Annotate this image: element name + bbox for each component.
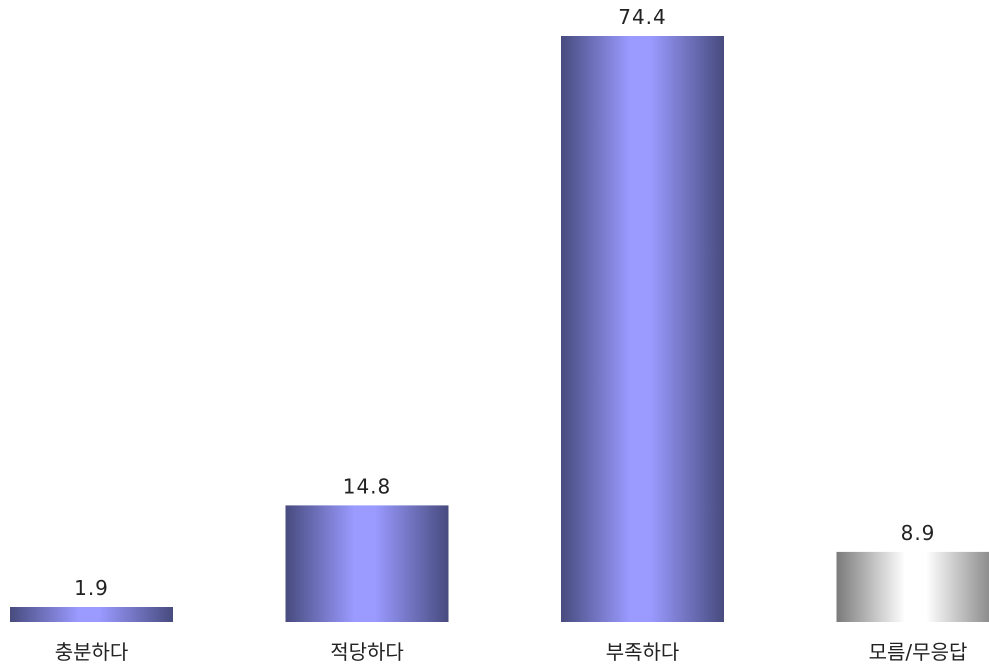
value-labels-layer: 1.9 14.8 74.4 8.9 <box>74 5 935 600</box>
category-label-3: 부족하다 <box>606 640 680 663</box>
value-label-2: 14.8 <box>343 474 392 498</box>
category-label-2: 적당하다 <box>330 640 404 663</box>
bars-layer <box>10 36 989 622</box>
value-label-1: 1.9 <box>74 576 109 600</box>
value-label-3: 74.4 <box>618 5 667 29</box>
category-label-4: 모름/무응답 <box>869 640 968 663</box>
bar-3 <box>561 36 724 622</box>
category-labels-layer: 충분하다 적당하다 부족하다 모름/무응답 <box>55 640 968 663</box>
bar-4 <box>837 552 989 622</box>
bar-1 <box>10 607 173 622</box>
value-label-4: 8.9 <box>901 521 936 545</box>
category-label-1: 충분하다 <box>55 640 129 663</box>
bar-2 <box>286 505 449 622</box>
